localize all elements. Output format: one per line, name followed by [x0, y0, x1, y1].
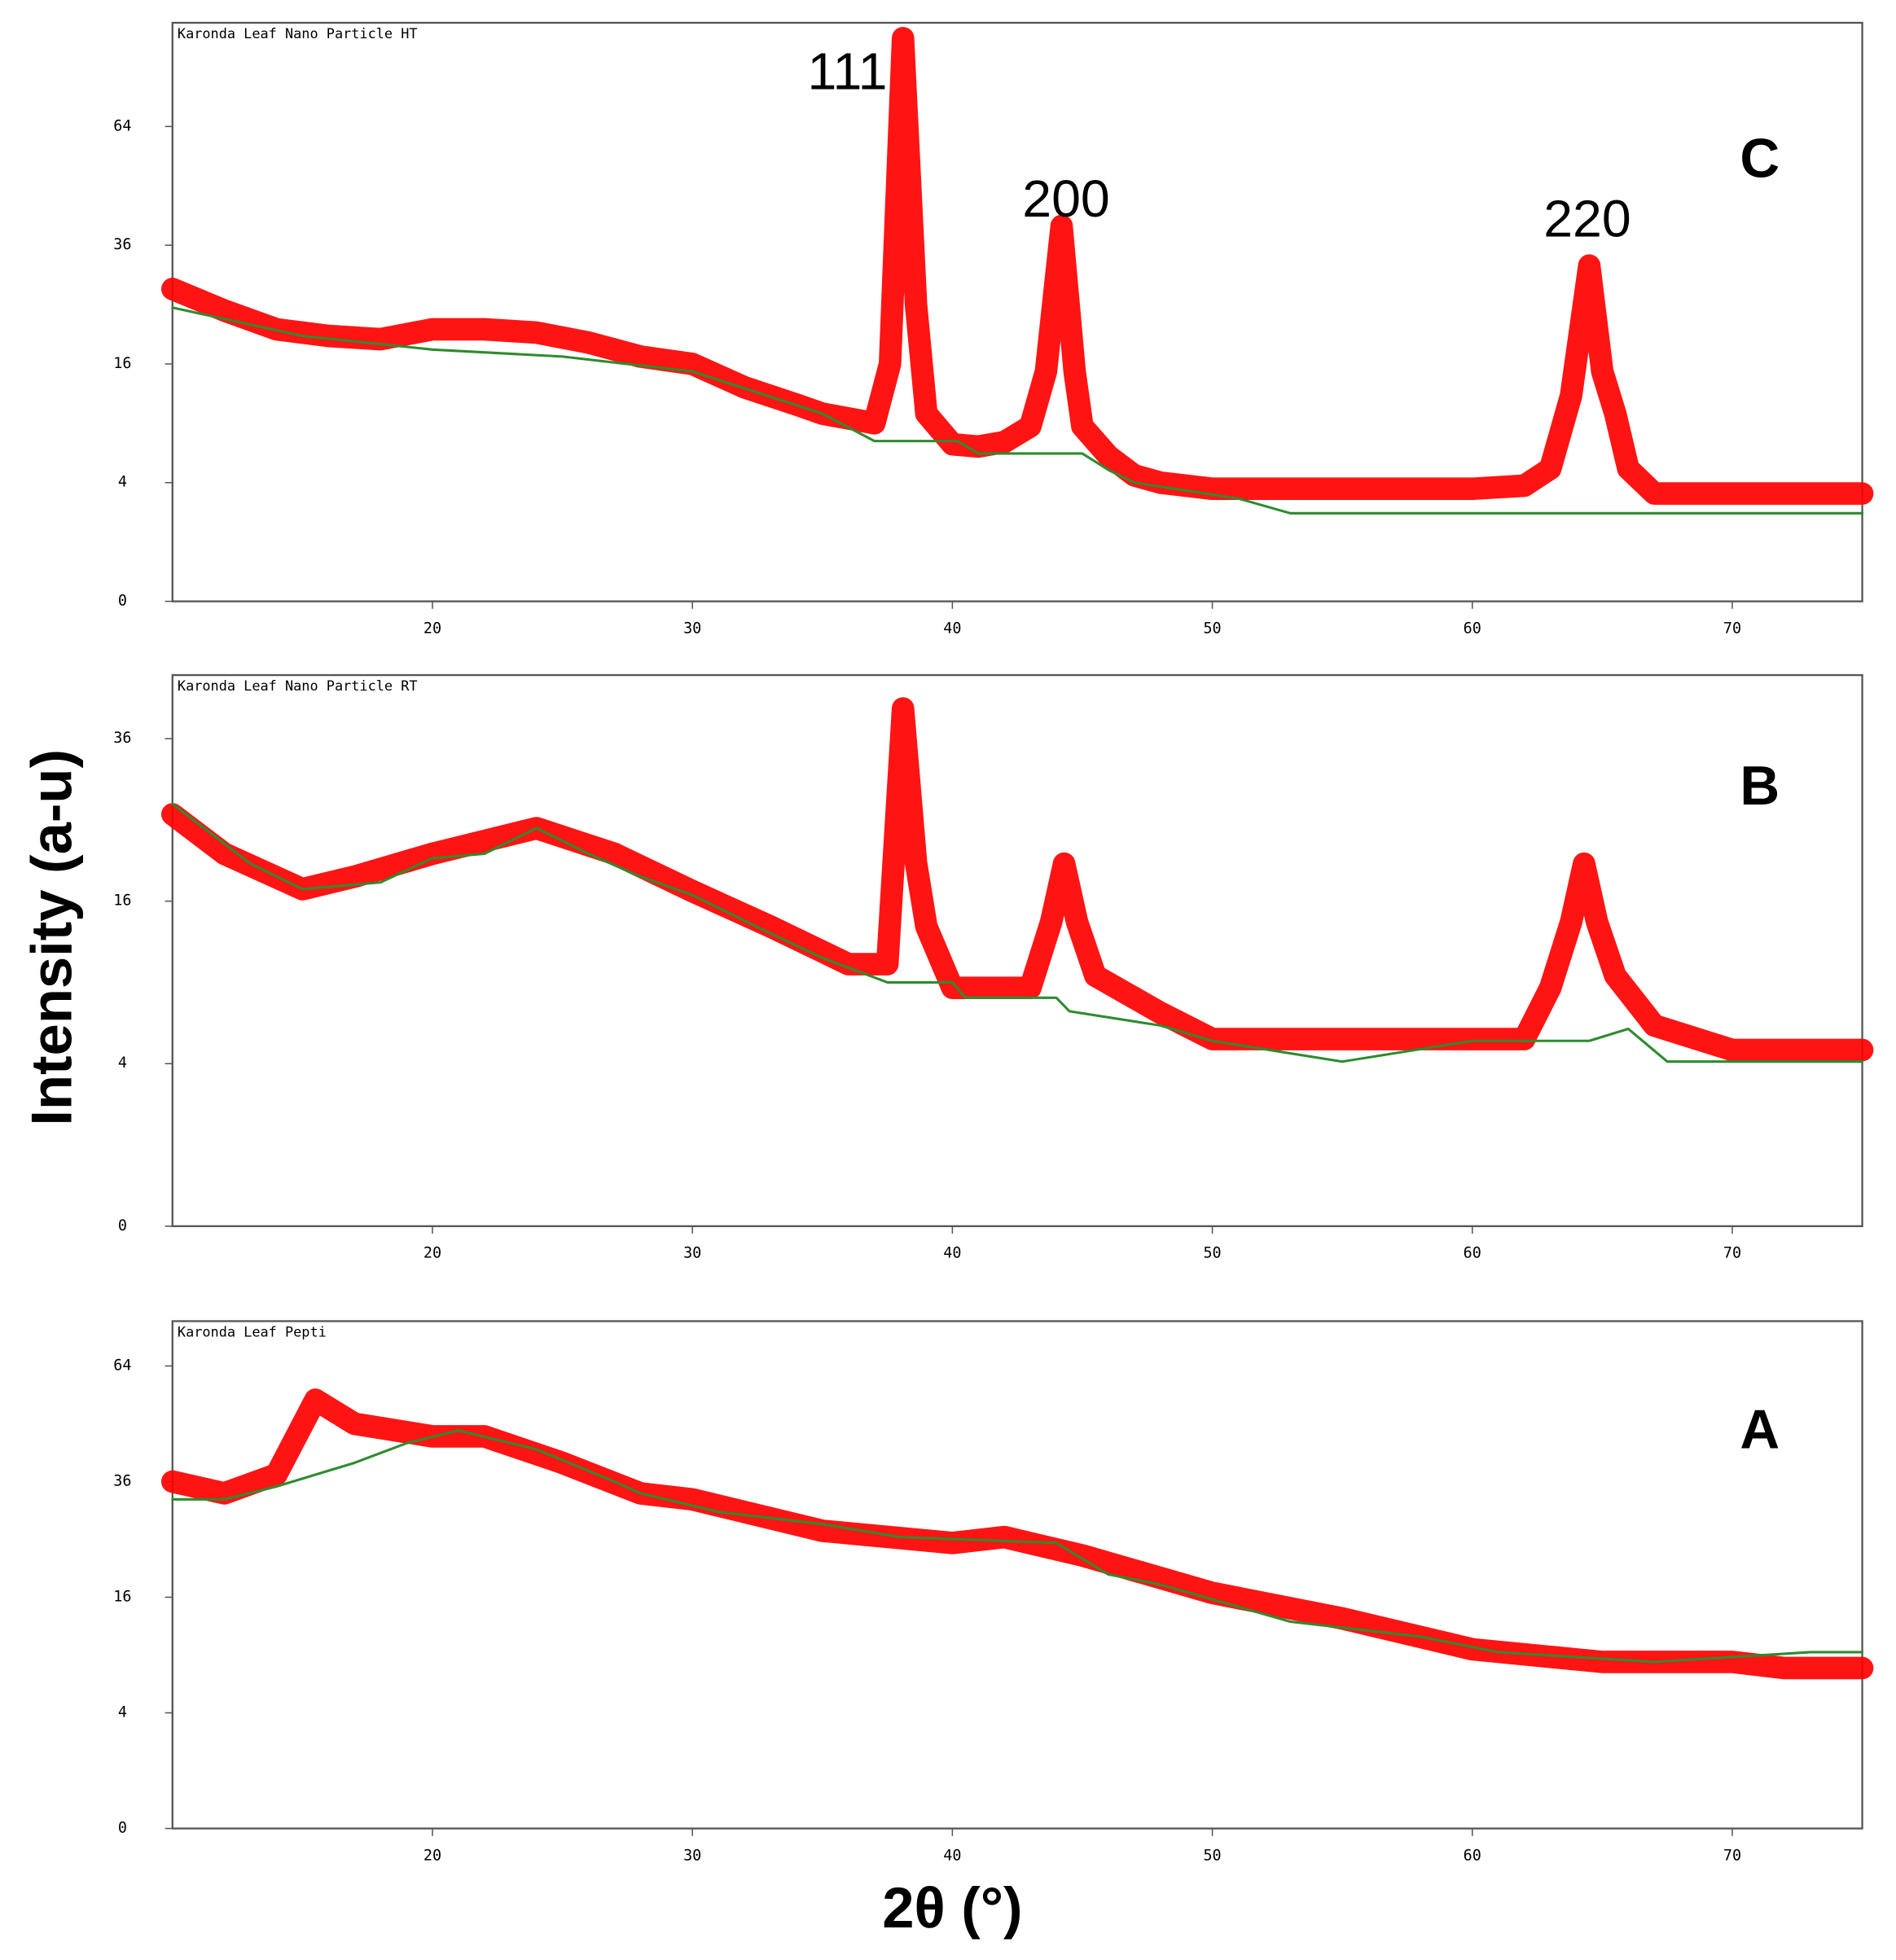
y-tick-label: 0 — [118, 1819, 127, 1836]
panel-title: Karonda Leaf Nano Particle HT — [178, 25, 418, 42]
x-tick-label: 70 — [1723, 1847, 1741, 1864]
y-tick-label: 64 — [113, 117, 131, 134]
x-tick-label: 50 — [1203, 1245, 1221, 1262]
y-tick-label: 4 — [118, 1703, 127, 1721]
background-line — [171, 306, 1864, 515]
y-tick-label: 4 — [118, 474, 127, 491]
y-tick-label: 4 — [118, 1055, 127, 1072]
x-tick-label: 30 — [683, 620, 701, 637]
x-tick-label: 60 — [1464, 1245, 1481, 1262]
plot-frame — [171, 1320, 1863, 1830]
x-tick-label: 30 — [683, 1847, 701, 1864]
y-tick-label: 64 — [113, 1357, 131, 1374]
panel-title: Karonda Leaf Nano Particle RT — [178, 677, 418, 694]
x-tick-label: 50 — [1203, 620, 1221, 637]
x-tick-label: 40 — [943, 1847, 961, 1864]
x-axis-title: 2θ (°) — [882, 1875, 1022, 1940]
peak-label: 220 — [1543, 190, 1631, 248]
y-axis-title: Intensity (a-u) — [20, 749, 84, 1126]
y-tick-label: 36 — [113, 1472, 131, 1489]
x-tick-label: 60 — [1464, 620, 1481, 637]
x-tick-label: 70 — [1723, 1245, 1741, 1262]
panel-label: A — [1740, 1399, 1780, 1460]
plot-frame — [171, 673, 1863, 1227]
x-tick-label: 20 — [424, 1245, 441, 1262]
pattern-line — [160, 1388, 1874, 1680]
background-line — [171, 802, 1864, 1063]
y-tick-label: 0 — [118, 593, 127, 610]
y-tick-label: 36 — [113, 236, 131, 253]
peak-label: 200 — [1022, 169, 1110, 228]
y-tick-label: 36 — [113, 730, 131, 747]
y-tick-label: 16 — [113, 355, 131, 372]
panel-label: B — [1740, 756, 1780, 817]
pattern-line — [160, 697, 1874, 1062]
y-tick-label: 0 — [118, 1217, 127, 1234]
panel-label: C — [1740, 129, 1780, 190]
x-tick-label: 40 — [943, 1245, 961, 1262]
plot-frame — [171, 21, 1863, 603]
y-tick-label: 16 — [113, 1588, 131, 1605]
x-tick-label: 40 — [943, 620, 961, 637]
x-tick-label: 50 — [1203, 1847, 1221, 1864]
peak-label: 111 — [807, 42, 887, 100]
pattern-line — [160, 27, 1874, 505]
x-tick-label: 30 — [683, 1245, 701, 1262]
y-tick-label: 16 — [113, 892, 131, 910]
background-line — [171, 1429, 1864, 1664]
x-tick-label: 70 — [1723, 620, 1741, 637]
x-tick-label: 20 — [424, 620, 441, 637]
panel-title: Karonda Leaf Pepti — [178, 1323, 327, 1340]
x-tick-label: 20 — [424, 1847, 441, 1864]
x-tick-label: 60 — [1464, 1847, 1481, 1864]
